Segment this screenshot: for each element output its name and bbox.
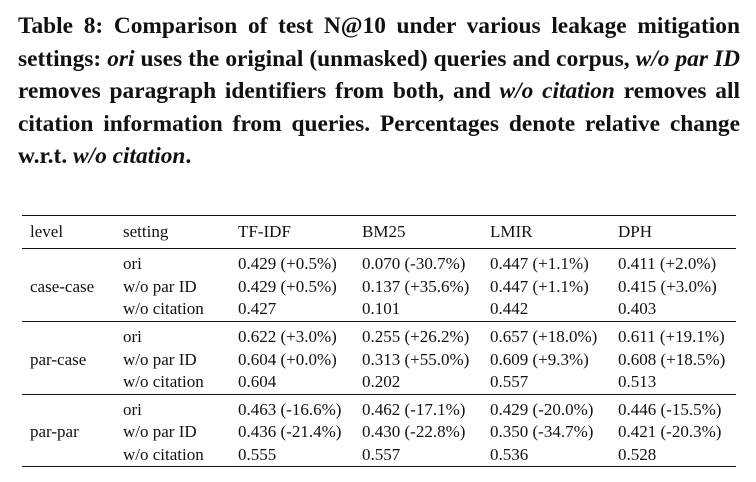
value-cell: 0.657 (+18.0%) [490, 327, 598, 347]
header-cell: level [30, 222, 64, 241]
value-cell: 0.557 [490, 372, 529, 392]
table-row: w/o par ID 0.429 (+0.5%) 0.137 (+35.6%) 0.4… [22, 276, 736, 299]
value-cell: 0.202 [362, 372, 401, 392]
setting-cell: ori [123, 399, 142, 419]
setting-cell: ori [123, 254, 142, 274]
level-cell: case-case [30, 276, 95, 296]
value-cell: 0.430 (-22.8%) [362, 422, 466, 442]
value-cell: 0.447 (+1.1%) [490, 254, 589, 274]
value-cell: 0.446 (-15.5%) [618, 399, 722, 419]
header-cell: LMIR [490, 222, 533, 241]
value-cell: 0.070 (-30.7%) [362, 254, 466, 274]
value-cell: 0.604 [238, 372, 277, 392]
value-cell: 0.536 [490, 445, 529, 465]
value-cell: 0.403 [618, 299, 657, 319]
caption-text: removes all citation information from qu… [18, 78, 740, 169]
value-cell: 0.350 (-34.7%) [490, 422, 594, 442]
value-cell: 0.421 (-20.3%) [618, 422, 722, 442]
value-cell: 0.427 [238, 299, 277, 319]
value-cell: 0.557 [362, 445, 401, 465]
value-cell: 0.609 (+9.3%) [490, 349, 589, 369]
caption: Table 8: Comparison of test N@10 under v… [18, 10, 740, 173]
value-cell: 0.137 (+35.6%) [362, 276, 470, 296]
caption-text: removes paragraph identifiers from both,… [18, 78, 500, 104]
value-cell: 0.429 (-20.0%) [490, 399, 594, 419]
value-cell: 0.411 (+2.0%) [618, 254, 717, 274]
table-row: w/o citation 0.604 0.202 0.557 0.513 [22, 371, 736, 394]
table-row: par-case ori 0.622 (+3.0%) 0.255 (+26.2%) 0.… [22, 321, 736, 369]
setting-cell: w/o par ID [123, 349, 197, 369]
caption-text: uses the original (unmasked) queries and… [134, 45, 636, 72]
value-cell: 0.604 (+0.0%) [238, 349, 337, 369]
value-cell: 0.255 (+26.2%) [362, 327, 470, 347]
value-cell: 0.429 (+0.5%) [238, 276, 337, 296]
table-row: case-case ori 0.429 (+0.5%) 0.070 (-30.7%) 0… [22, 248, 736, 296]
caption-text: w/o par ID [635, 45, 740, 72]
caption-text: ori [107, 45, 135, 72]
value-cell: 0.415 (+3.0%) [618, 276, 717, 296]
value-cell: 0.447 (+1.1%) [490, 276, 589, 296]
results-table: level setting TF-IDF BM25 LMIR DPH case-case o… [22, 215, 736, 468]
value-cell: 0.513 [618, 372, 657, 392]
table-row: w/o citation 0.427 0.101 0.442 0.403 [22, 298, 736, 321]
value-cell: 0.442 [490, 299, 529, 319]
level-cell: par-case [30, 349, 87, 369]
value-cell: 0.436 (-21.4%) [238, 422, 342, 442]
level-cell: par-par [30, 422, 79, 442]
header-cell: DPH [618, 222, 653, 241]
value-cell: 0.313 (+55.0%) [362, 349, 470, 369]
value-cell: 0.462 (-17.1%) [362, 399, 466, 419]
table-row: w/o par ID 0.604 (+0.0%) 0.313 (+55.0%) 0.6… [22, 348, 736, 371]
caption-text: w/o citation [499, 78, 615, 104]
setting-cell: ori [123, 327, 142, 347]
setting-cell: w/o citation [123, 299, 204, 319]
table-body: case-case ori 0.429 (+0.5%) 0.070 (-30.7%) 0… [22, 248, 736, 467]
value-cell: 0.608 (+18.5%) [618, 349, 726, 369]
setting-cell: w/o par ID [123, 422, 197, 442]
header-row: level setting TF-IDF BM25 LMIR DPH [22, 215, 736, 249]
value-cell: 0.101 [362, 299, 401, 319]
value-cell: 0.555 [238, 445, 277, 465]
header-cell: TF-IDF [238, 222, 291, 241]
setting-cell: w/o citation [123, 372, 204, 392]
table-row: w/o par ID 0.436 (-21.4%) 0.430 (-22.8%) 0.… [22, 421, 736, 444]
caption-text: . [185, 143, 192, 169]
caption-text: Table 8: Comparison of test N@10 under v… [18, 13, 740, 72]
table-row: w/o citation 0.555 0.557 0.536 0.528 [22, 444, 736, 467]
setting-cell: w/o citation [123, 445, 204, 465]
header-cell: BM25 [362, 222, 406, 241]
value-cell: 0.611 (+19.1%) [618, 327, 725, 347]
setting-cell: w/o par ID [123, 276, 197, 296]
value-cell: 0.622 (+3.0%) [238, 327, 337, 347]
value-cell: 0.463 (-16.6%) [238, 399, 342, 419]
caption-text: w/o citation [73, 143, 186, 169]
value-cell: 0.528 [618, 445, 657, 465]
value-cell: 0.429 (+0.5%) [238, 254, 337, 274]
header-cell: setting [123, 222, 169, 241]
table-row: par-par ori 0.463 (-16.6%) 0.462 (-17.1%) 0.… [22, 394, 736, 441]
